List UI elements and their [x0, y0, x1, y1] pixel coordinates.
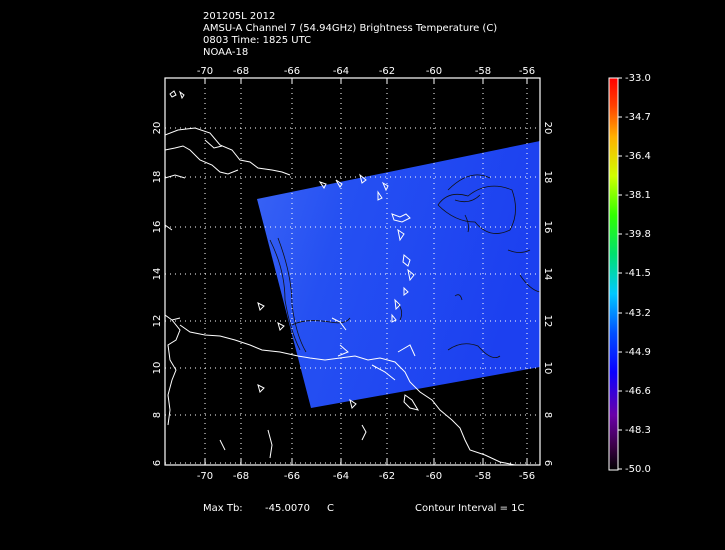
lat-left-10: 10	[152, 362, 163, 375]
title-line-1: 201205L 2012	[203, 11, 276, 22]
lat-right-20: 20	[542, 122, 553, 135]
colorbar-label-2: -36.4	[625, 151, 651, 162]
lon-top-60: -60	[426, 66, 442, 77]
lat-right-8: 8	[542, 412, 553, 418]
max-tb-label: Max Tb:	[203, 503, 243, 514]
colorbar-label-8: -46.6	[625, 386, 651, 397]
lat-left-20: 20	[152, 122, 163, 135]
colorbar-ticks	[618, 77, 622, 470]
lat-right-10: 10	[542, 362, 553, 375]
colorbar-label-3: -38.1	[625, 190, 651, 201]
title-line-4: NOAA-18	[203, 47, 249, 58]
frame-ticks	[204, 78, 528, 465]
lat-right-12: 12	[542, 315, 553, 328]
lat-left-8: 8	[152, 412, 163, 418]
lon-bottom-68: -68	[233, 471, 249, 482]
colorbar-label-4: -39.8	[625, 229, 651, 240]
colorbar-label-0: -33.0	[625, 73, 651, 84]
lat-right-14: 14	[542, 268, 553, 281]
title-line-3: 0803 Time: 1825 UTC	[203, 35, 312, 46]
max-tb-unit: C	[327, 503, 334, 514]
lon-bottom-56: -56	[519, 471, 535, 482]
lon-top-70: -70	[197, 66, 213, 77]
lon-bottom-70: -70	[197, 471, 213, 482]
colorbar-label-6: -43.2	[625, 308, 651, 319]
lon-bottom-64: -64	[333, 471, 349, 482]
lon-bottom-58: -58	[475, 471, 491, 482]
lat-left-14: 14	[152, 268, 163, 281]
colorbar-label-7: -44.9	[625, 347, 651, 358]
lat-left-6: 6	[152, 460, 163, 466]
lon-top-56: -56	[519, 66, 535, 77]
lon-bottom-60: -60	[426, 471, 442, 482]
colorbar-label-10: -50.0	[625, 464, 651, 475]
colorbar-label-9: -48.3	[625, 425, 651, 436]
lon-top-58: -58	[475, 66, 491, 77]
coastlines	[165, 127, 516, 465]
max-tb-value: -45.0070	[265, 503, 310, 514]
lon-bottom-66: -66	[284, 471, 300, 482]
colorbar	[608, 77, 619, 471]
lon-top-66: -66	[284, 66, 300, 77]
lon-top-68: -68	[233, 66, 249, 77]
lat-right-16: 16	[542, 221, 553, 234]
lat-left-12: 12	[152, 315, 163, 328]
lat-left-16: 16	[152, 221, 163, 234]
lat-right-18: 18	[542, 171, 553, 184]
lon-top-62: -62	[379, 66, 395, 77]
islands	[169, 90, 420, 411]
colorbar-label-1: -34.7	[625, 112, 651, 123]
lat-left-18: 18	[152, 171, 163, 184]
colorbar-label-5: -41.5	[625, 268, 651, 279]
title-line-2: AMSU-A Channel 7 (54.94GHz) Brightness T…	[203, 23, 498, 34]
contour-interval: Contour Interval = 1C	[415, 503, 525, 514]
map-frame	[164, 77, 541, 466]
lat-right-6: 6	[542, 460, 553, 466]
lon-bottom-62: -62	[379, 471, 395, 482]
satellite-swath	[257, 141, 540, 408]
lon-top-64: -64	[333, 66, 349, 77]
